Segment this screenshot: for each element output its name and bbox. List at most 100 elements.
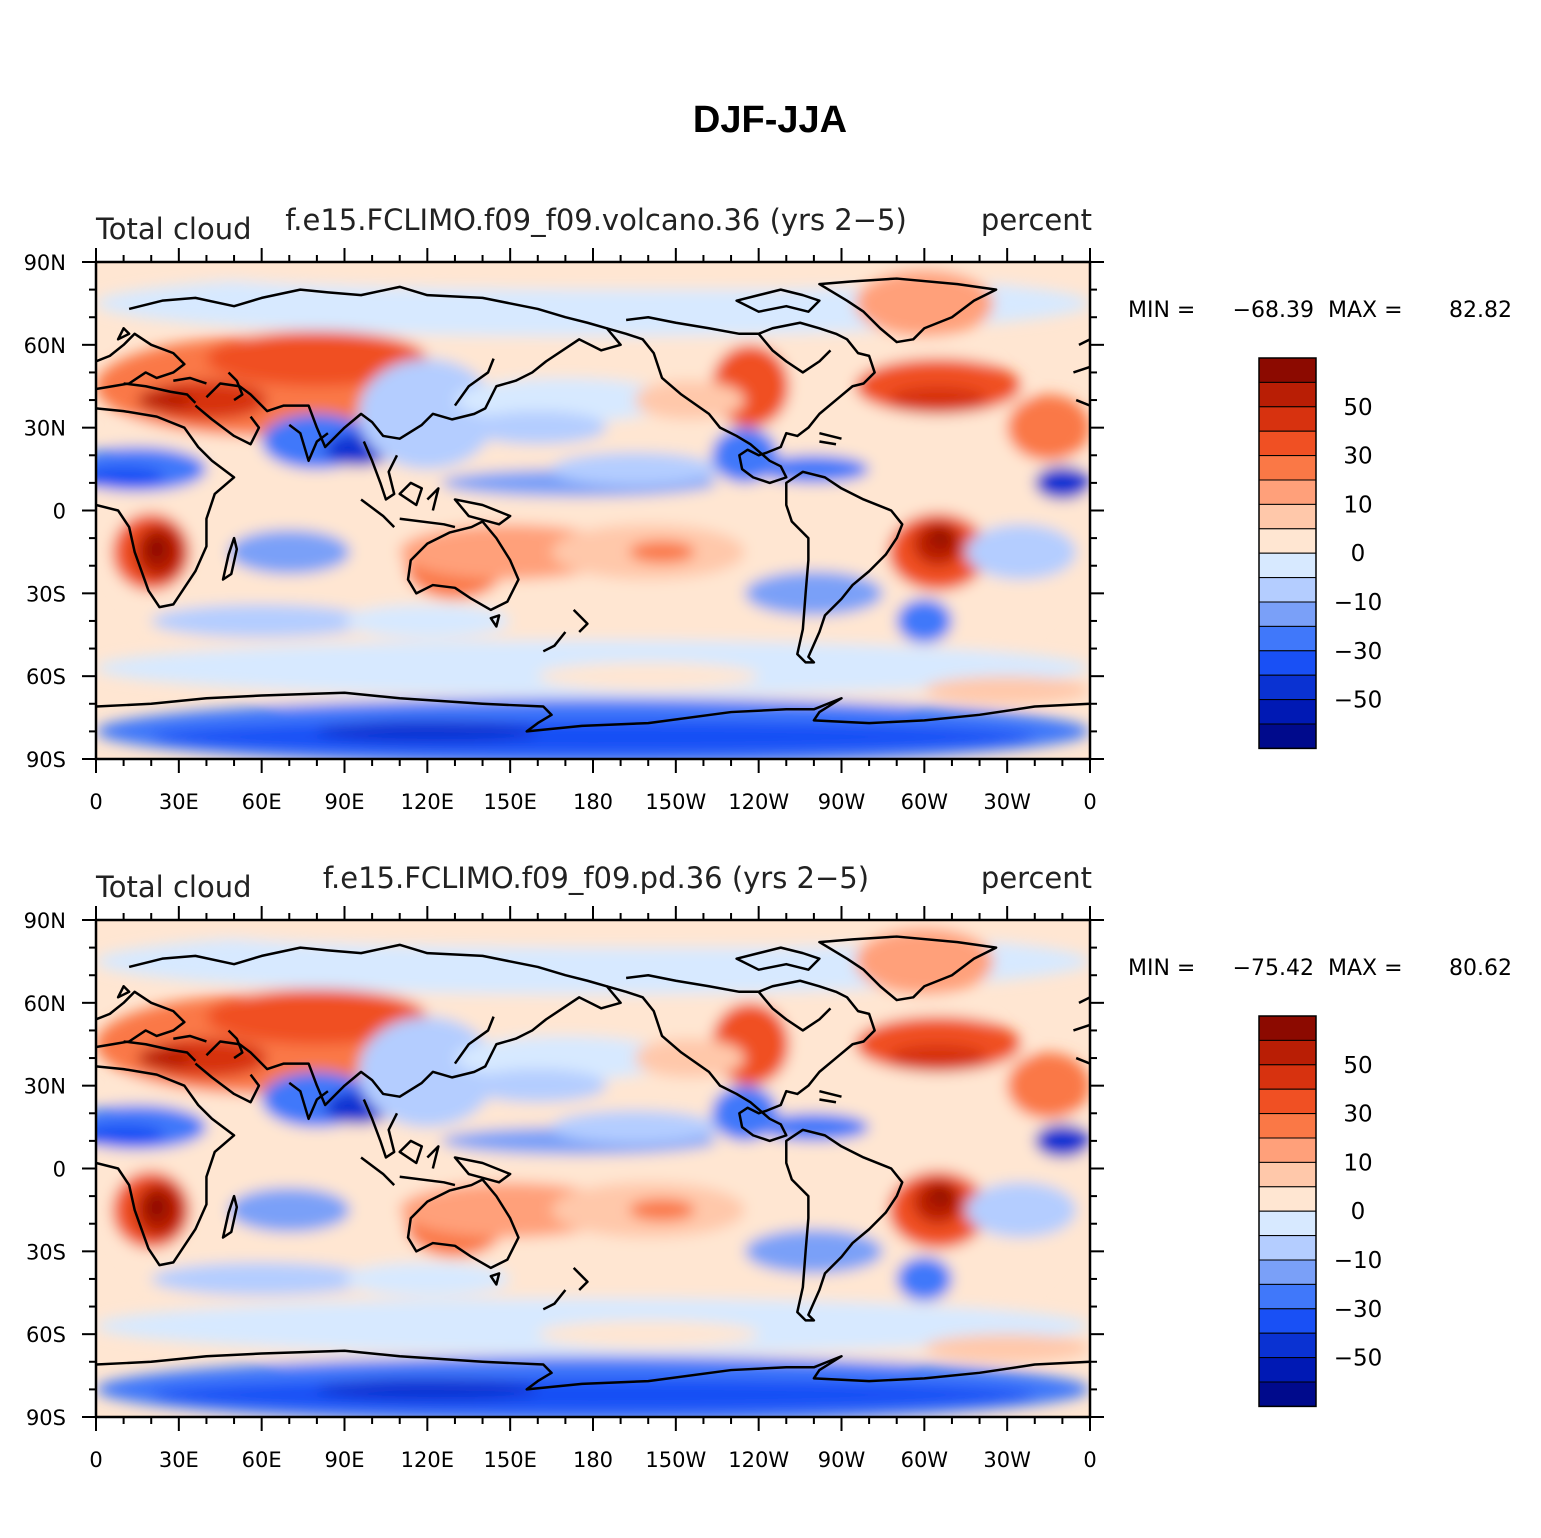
lon-tick-label: 120E xyxy=(401,1448,454,1472)
colorbar-swatch xyxy=(1258,552,1317,579)
field-contour-blob xyxy=(358,1016,497,1128)
map-panel-volcano: Total cloud f.e15.FCLIMO.f09_f09.volcano… xyxy=(24,203,1512,814)
colorbar-swatch xyxy=(1258,455,1317,481)
lon-tick-label: 60E xyxy=(242,790,282,814)
field-contour-blob xyxy=(537,1320,759,1348)
colorbar-label: 30 xyxy=(1343,1102,1372,1128)
colorbar-label: 50 xyxy=(1343,1053,1372,1079)
colorbar-label: −10 xyxy=(1334,590,1383,616)
lon-tick-label: 30E xyxy=(159,790,199,814)
colorbar-swatch xyxy=(1258,1259,1317,1285)
min-label: MIN = xyxy=(1128,956,1195,981)
field-contour-blob xyxy=(855,270,994,337)
max-value: 82.82 xyxy=(1449,298,1512,323)
colorbar-label: −50 xyxy=(1334,1346,1383,1372)
field-contour-blob xyxy=(206,262,1090,290)
field-layer xyxy=(96,920,1090,1417)
lon-tick-label: 60E xyxy=(242,1448,282,1472)
field-contour-blob xyxy=(924,676,1090,704)
lat-tick-label: 60S xyxy=(26,665,66,689)
lon-tick-label: 150E xyxy=(483,1448,536,1472)
lon-tick-label: 0 xyxy=(89,790,102,814)
lon-tick-label: 120W xyxy=(728,1448,789,1472)
lon-tick-label: 90W xyxy=(818,1448,866,1472)
lat-tick-label: 90N xyxy=(24,909,66,933)
field-contour-blob xyxy=(888,386,988,414)
min-label: MIN = xyxy=(1128,298,1195,323)
panel-right-title: percent xyxy=(981,861,1092,895)
colorbar-swatch xyxy=(1258,381,1317,408)
lat-tick-label: 0 xyxy=(53,1158,66,1182)
field-contour-blob xyxy=(965,524,1077,580)
colorbar-label: 0 xyxy=(1351,541,1366,567)
lat-tick-label: 0 xyxy=(53,500,66,524)
colorbar-swatch xyxy=(1258,699,1317,725)
field-contour-blob xyxy=(206,920,1090,948)
lat-tick-label: 90S xyxy=(26,1406,66,1430)
panel-left-title: Total cloud xyxy=(95,870,251,904)
field-contour-blob xyxy=(344,1262,511,1296)
field-contour-blob xyxy=(228,529,351,575)
field-contour-blob xyxy=(145,535,168,563)
colorbar-label: 10 xyxy=(1343,492,1372,518)
colorbar-swatch xyxy=(1258,1235,1317,1261)
tick-layer: 0 30E 60E 90E 120E 150E 180 150W 120W 90W 60W 30W 09… xyxy=(24,248,1104,814)
colorbar-swatch xyxy=(1258,577,1317,603)
colorbar-label: −50 xyxy=(1334,688,1383,714)
lon-tick-label: 90E xyxy=(325,1448,365,1472)
colorbar-swatch xyxy=(1258,723,1317,749)
field-layer xyxy=(96,262,1090,759)
lon-tick-label: 150W xyxy=(645,1448,706,1472)
lat-tick-label: 90S xyxy=(26,748,66,772)
field-contour-blob xyxy=(151,604,373,638)
colorbar-label: 10 xyxy=(1343,1150,1372,1176)
field-contour-blob xyxy=(137,1047,193,1070)
colorbar-swatch xyxy=(1258,1113,1317,1139)
panel-left-title: Total cloud xyxy=(95,212,251,246)
field-contour-blob xyxy=(151,1262,373,1296)
colorbar-swatch xyxy=(1258,406,1317,432)
colorbar-swatch xyxy=(1258,1357,1317,1383)
lon-tick-label: 120W xyxy=(728,790,789,814)
colorbar-swatch xyxy=(1258,1381,1317,1407)
field-contour-blob xyxy=(344,604,511,638)
lon-tick-label: 90W xyxy=(818,790,866,814)
colorbar-swatch xyxy=(1258,1308,1317,1334)
min-value: −75.42 xyxy=(1233,956,1314,981)
colorbar-swatch xyxy=(1258,430,1317,457)
lon-tick-label: 30W xyxy=(983,1448,1031,1472)
field-contour-blob xyxy=(96,466,166,489)
lon-tick-label: 30W xyxy=(983,790,1031,814)
field-contour-blob xyxy=(628,1198,696,1221)
field-contour-blob xyxy=(888,1044,988,1072)
colorbar-swatch xyxy=(1258,1064,1317,1090)
colorbar-swatch xyxy=(1258,503,1317,530)
field-contour-blob xyxy=(896,598,952,644)
colorbar-swatch xyxy=(1258,528,1317,554)
min-value: −68.39 xyxy=(1233,298,1314,323)
colorbar: 50 30 10 0 −10 −30 −50 xyxy=(1258,1015,1383,1408)
colorbar-swatch xyxy=(1258,1039,1317,1066)
field-contour-blob xyxy=(855,928,994,995)
colorbar-swatch xyxy=(1258,1283,1317,1310)
colorbar-label: −30 xyxy=(1334,1297,1383,1323)
lon-tick-label: 90E xyxy=(325,790,365,814)
figure-title: DJF-JJA xyxy=(693,99,847,141)
colorbar-label: −30 xyxy=(1334,639,1383,665)
colorbar-swatch xyxy=(1258,1015,1317,1041)
field-contour-blob xyxy=(551,452,718,486)
field-contour-blob xyxy=(468,1069,607,1103)
field-contour-blob xyxy=(206,331,428,387)
field-contour-blob xyxy=(929,529,952,547)
field-contour-blob xyxy=(316,720,538,743)
lon-tick-label: 180 xyxy=(573,1448,613,1472)
field-contour-blob xyxy=(965,1182,1077,1238)
colorbar-label: −10 xyxy=(1334,1248,1383,1274)
max-label: MAX = xyxy=(1328,298,1403,323)
lon-tick-label: 60W xyxy=(901,1448,949,1472)
lon-tick-label: 30E xyxy=(159,1448,199,1472)
stats-line: MIN = −68.39 MAX = 82.82 xyxy=(1128,298,1512,323)
lat-tick-label: 30S xyxy=(26,582,66,606)
lon-tick-label: 180 xyxy=(573,790,613,814)
